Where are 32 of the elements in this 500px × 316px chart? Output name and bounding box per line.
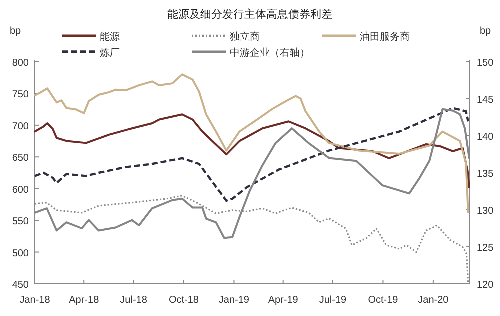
y2-tick-label: 150 — [477, 58, 494, 69]
y-tick-label: 700 — [12, 121, 30, 132]
x-tick-label: Jul-18 — [120, 295, 148, 306]
y2-tick-label: 120 — [477, 280, 494, 291]
x-tick-label: Apr-18 — [69, 295, 100, 306]
x-tick-label: Oct-19 — [368, 295, 399, 306]
x-tick-label: Jan-20 — [418, 295, 450, 306]
x-tick-label: Oct-18 — [168, 295, 200, 306]
legend-label: 能源 — [100, 31, 120, 43]
x-tick-label: Jan-19 — [218, 295, 250, 306]
legend-label: 炼厂 — [100, 47, 120, 59]
y2-tick-label: 140 — [477, 132, 494, 143]
title: 能源及细分发行主体高息债券利差 — [168, 9, 332, 21]
y2-tick-label: 145 — [477, 95, 494, 106]
y-tick-label: 800 — [12, 58, 30, 69]
y2-tick-label: 130 — [477, 206, 494, 217]
x-tick-label: Apr-19 — [268, 295, 299, 306]
y-tick-label: 650 — [12, 153, 30, 164]
legend-label: 油田服务商 — [360, 31, 410, 43]
y-tick-label: 600 — [12, 184, 30, 196]
x-tick-label: Jan-18 — [20, 295, 51, 306]
y-tick-label: 500 — [12, 248, 30, 260]
y2-tick-label: 135 — [477, 169, 494, 180]
ylabel: bp — [10, 26, 22, 37]
x-tick-label: Jul-19 — [319, 295, 348, 306]
y-tick-label: 550 — [12, 216, 30, 228]
y2-tick-label: 125 — [477, 243, 494, 254]
legend-label: 中游企业（右轴） — [230, 47, 310, 59]
y-tick-label: 450 — [12, 280, 30, 291]
y2label: bp — [480, 26, 492, 37]
y-tick-label: 750 — [12, 90, 30, 101]
legend-label: 独立商 — [230, 31, 260, 43]
